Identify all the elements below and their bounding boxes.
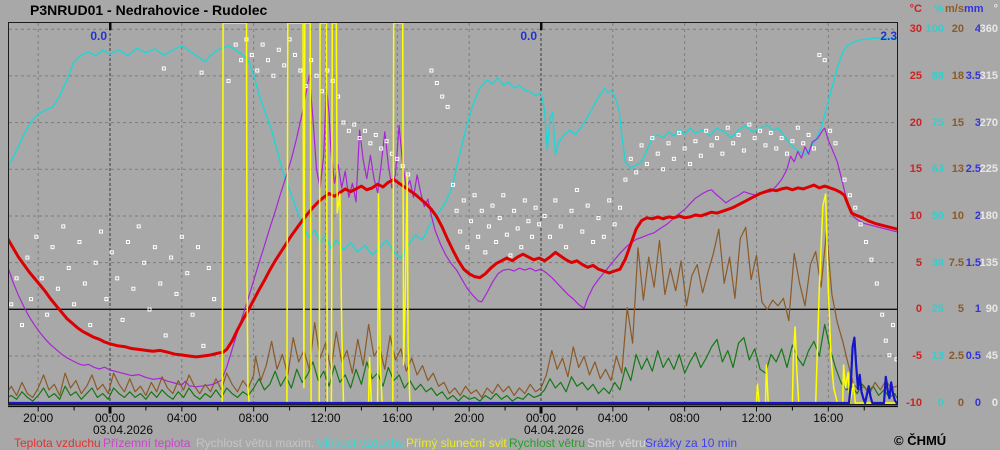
axis-value: 4 <box>974 23 981 36</box>
axis-value: 7.5 <box>948 256 964 269</box>
axis-value: 135 <box>979 256 998 269</box>
x-axis-line <box>8 405 898 408</box>
page-title: P3NRUD01 - Nedrahovice - Rudolec <box>30 2 268 18</box>
axis-unit-label: mm <box>964 3 984 15</box>
axis-value: 0 <box>937 396 944 409</box>
x-tick <box>791 405 793 411</box>
x-tick <box>648 405 650 411</box>
x-axis-label: 16:00 <box>813 411 844 425</box>
axis-unit-label: % <box>934 3 944 15</box>
axis-value: -10 <box>906 396 922 409</box>
chart-plot-area <box>8 22 898 405</box>
axis-value: 3.5 <box>965 69 981 82</box>
precip-total-day1: 0.0 <box>90 29 107 43</box>
axis-value: 360 <box>979 23 998 36</box>
x-axis-date: 04.04.2026 <box>523 423 585 437</box>
axis-value: 10 <box>909 209 922 222</box>
x-tick <box>576 405 578 411</box>
axis-value: 3 <box>974 116 981 129</box>
axis-value: 0 <box>957 396 964 409</box>
axis-value: -5 <box>912 349 922 362</box>
axis-value: 0 <box>974 396 981 409</box>
legend-item: Přízemní teplota <box>103 436 191 450</box>
axis-value: 0 <box>915 303 922 316</box>
x-tick <box>863 405 865 411</box>
axis-value: 13 <box>951 163 964 176</box>
axis-value: 25 <box>909 69 922 82</box>
axis-value: 25 <box>931 303 944 316</box>
axis-value: 18 <box>951 69 964 82</box>
x-axis-label: 04:00 <box>166 411 197 425</box>
x-axis-label: 12:00 <box>310 411 341 425</box>
x-tick <box>504 405 506 411</box>
axis-value: 1.5 <box>965 256 981 269</box>
axis-value: 20 <box>951 23 964 36</box>
axis-value: 5 <box>915 256 922 269</box>
axis-value: 63 <box>931 163 944 176</box>
axis-value: 2.5 <box>948 349 964 362</box>
x-axis-label: 04:00 <box>597 411 628 425</box>
axis-value: 38 <box>931 256 944 269</box>
axis-value: 50 <box>931 209 944 222</box>
axis-value: 225 <box>979 163 998 176</box>
axis-value: 180 <box>979 209 998 222</box>
x-axis-label: 20:00 <box>454 411 485 425</box>
axis-value: 0.5 <box>965 349 981 362</box>
x-tick <box>432 405 434 411</box>
x-axis-label: 20:00 <box>23 411 54 425</box>
x-tick <box>73 405 75 411</box>
legend-item: Přímý sluneční svit <box>406 436 507 450</box>
axis-value: 100 <box>925 23 944 36</box>
axis-value: 15 <box>951 116 964 129</box>
legend-item: Srážky za 10 min <box>645 436 738 450</box>
axis-value: 88 <box>931 69 944 82</box>
axis-unit-label: °C <box>909 3 922 15</box>
x-tick <box>360 405 362 411</box>
legend-item: Teplota vzduchu <box>14 436 101 450</box>
x-axis-label: 16:00 <box>382 411 413 425</box>
x-axis-date: 03.04.2026 <box>92 423 154 437</box>
legend-item: Rychlost větru maxim. <box>196 436 315 450</box>
axis-value: 45 <box>985 349 998 362</box>
x-axis-label: 00:00 <box>525 411 556 425</box>
axis-value: 270 <box>979 116 998 129</box>
axis-value: 30 <box>909 23 922 36</box>
x-tick <box>145 405 147 411</box>
x-axis-label: 08:00 <box>669 411 700 425</box>
legend-item: Rychlost větru <box>509 436 586 450</box>
axis-value: 10 <box>951 209 964 222</box>
axis-value: 2 <box>974 209 981 222</box>
axis-value: 15 <box>909 163 922 176</box>
legend-item: Vlhkost vzduchu <box>317 436 405 450</box>
legend-item: Směr větru <box>587 436 646 450</box>
axis-unit-label: ° <box>993 3 998 15</box>
axis-value: 1 <box>974 303 981 316</box>
x-tick <box>289 405 291 411</box>
axis-value: 13 <box>931 349 944 362</box>
axis-value: 20 <box>909 116 922 129</box>
x-tick <box>720 405 722 411</box>
x-axis-label: 08:00 <box>238 411 269 425</box>
copyright-label: © ČHMÚ <box>894 433 947 448</box>
axis-value: 2.5 <box>965 163 981 176</box>
axis-unit-label: m/s <box>945 3 964 15</box>
axis-value: 75 <box>931 116 944 129</box>
axis-value: 0 <box>991 396 998 409</box>
x-axis-label: 12:00 <box>741 411 772 425</box>
precip-total-day3: 2.3 <box>880 29 897 43</box>
axis-value: 315 <box>979 69 998 82</box>
axis-value: 90 <box>985 303 998 316</box>
x-axis-label: 00:00 <box>94 411 126 425</box>
axis-value: 5 <box>957 303 964 316</box>
precip-total-day2: 0.0 <box>520 29 537 43</box>
x-tick <box>217 405 219 411</box>
